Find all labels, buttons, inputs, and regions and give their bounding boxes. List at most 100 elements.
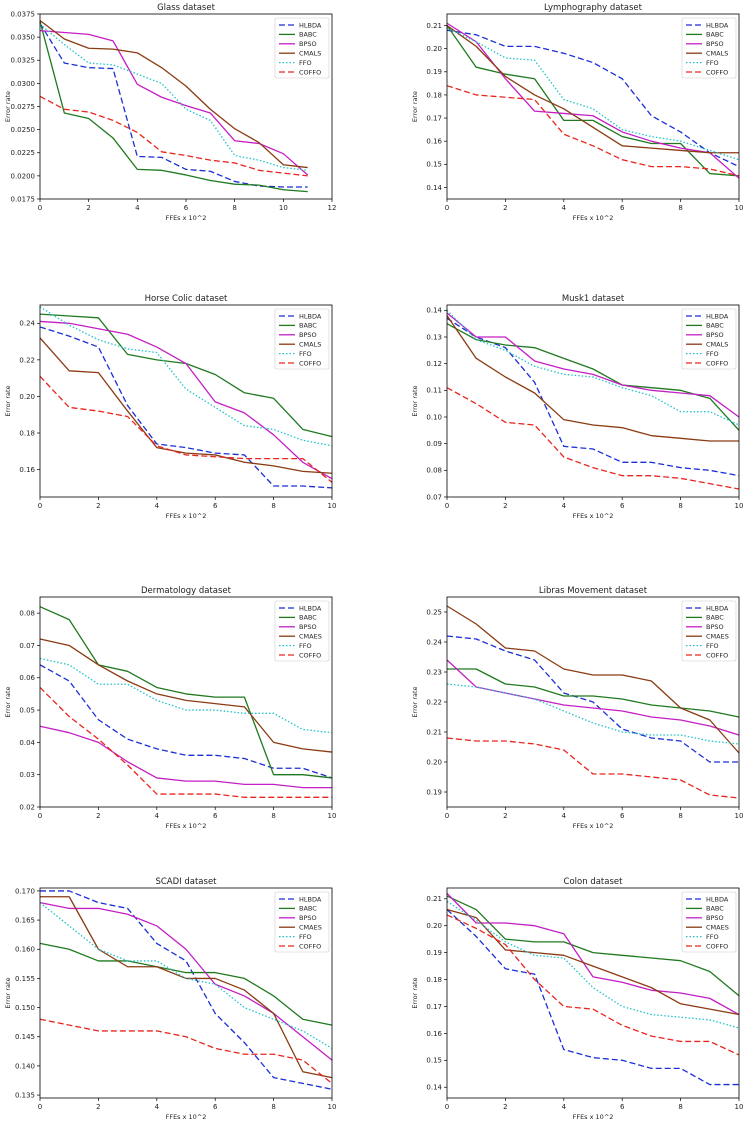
y-tick-label: 0.16 (426, 138, 442, 146)
legend-box (274, 600, 330, 662)
chart-title: Libras Movement dataset (539, 586, 648, 596)
x-tick-label: 8 (232, 204, 236, 212)
y-tick-label: 0.14 (426, 184, 442, 192)
x-tick-label: 6 (184, 204, 189, 212)
legend-label-babc: BABC (299, 905, 317, 913)
y-axis-label: Error rate (411, 686, 419, 717)
legend-label-cmals: CMALS (299, 50, 321, 58)
y-tick-label: 0.04 (19, 739, 35, 747)
chart-panel-dermatology: Dermatology dataset 0 2 4 6 8 10 0.02 0.03 0.04 0.… (4, 586, 336, 830)
series-line-hlbda (446, 909, 739, 1086)
legend-label-babc: BABC (706, 614, 724, 622)
y-tick-label: 0.17 (426, 114, 442, 122)
x-tick-label: 6 (213, 812, 218, 820)
legend-label-bpso: BPSO (706, 331, 724, 339)
x-axis-label: FFEs x 10^2 (573, 822, 614, 830)
legend-box (274, 891, 330, 953)
legend-label-hlbda: HLBDA (706, 21, 729, 29)
x-tick-label: 2 (503, 1103, 507, 1111)
x-tick-label: 4 (135, 204, 140, 212)
y-tick-label: 0.05 (19, 706, 35, 714)
y-tick-label: 0.14 (426, 1084, 442, 1092)
y-axis-label: Error rate (411, 91, 419, 122)
series-line-coffo (446, 737, 740, 799)
x-tick-label: 0 (445, 812, 449, 820)
y-axis-label: Error rate (4, 686, 12, 717)
legend-label-coffo: COFFO (706, 68, 728, 76)
x-tick-label: 8 (271, 502, 275, 510)
plot-frame (446, 13, 740, 200)
x-tick-label: 8 (678, 502, 682, 510)
x-tick-label: 2 (96, 1103, 100, 1111)
y-tick-label: 0.0350 (11, 34, 36, 42)
series-line-babc (446, 895, 740, 997)
y-axis-label: Error rate (4, 977, 12, 1008)
x-tick-label: 8 (678, 1103, 682, 1111)
x-tick-label: 10 (735, 1103, 744, 1111)
y-tick-label: 0.10 (426, 413, 442, 421)
legend-label-babc: BABC (706, 322, 724, 330)
y-tick-label: 0.0300 (11, 80, 36, 88)
series-line-coffo (39, 95, 308, 177)
series-line-ffo (446, 27, 740, 161)
y-tick-label: 0.12 (426, 360, 442, 368)
y-tick-label: 0.24 (426, 638, 442, 646)
x-axis-label: FFEs x 10^2 (166, 1113, 207, 1121)
y-axis-label: Error rate (411, 385, 419, 416)
legend-label-cmaes: CMAES (299, 924, 322, 932)
series-line-hlbda (39, 664, 333, 779)
legend-label-bpso: BPSO (299, 623, 317, 631)
y-tick-label: 0.16 (426, 1030, 442, 1038)
series-line-hlbda (446, 635, 739, 763)
y-tick-label: 0.21 (426, 22, 442, 30)
x-tick-label: 8 (678, 204, 682, 212)
y-tick-label: 0.18 (426, 91, 442, 99)
legend-label-hlbda: HLBDA (299, 21, 322, 29)
y-tick-label: 0.02 (19, 803, 35, 811)
x-tick-label: 0 (445, 502, 449, 510)
series-line-hlbda (446, 317, 740, 477)
y-tick-label: 0.11 (426, 387, 442, 395)
y-tick-label: 0.19 (426, 68, 442, 76)
x-axis-label: FFEs x 10^2 (573, 214, 614, 222)
series-line-coffo (39, 375, 333, 483)
x-tick-label: 0 (38, 502, 42, 510)
series-line-babc (39, 942, 333, 1026)
series-line-cmals (446, 25, 739, 154)
x-tick-label: 0 (445, 204, 449, 212)
series-line-babc (39, 21, 308, 193)
chart-panel-colon: Colon dataset 0 2 4 6 8 10 0.14 0.15 0.16 0.17 0.18… (411, 877, 743, 1121)
x-axis-label: FFEs x 10^2 (573, 512, 614, 520)
x-tick-label: 4 (562, 1103, 567, 1111)
x-tick-label: 0 (38, 204, 42, 212)
x-tick-label: 8 (271, 812, 275, 820)
chart-panel-lymphography: Lymphography dataset 0 2 4 6 8 10 0.14 0.15 0.16 0… (411, 3, 743, 222)
x-tick-label: 10 (735, 812, 744, 820)
x-tick-label: 10 (279, 204, 288, 212)
y-tick-label: 0.0275 (11, 103, 36, 111)
legend-label-ffo: FFO (706, 350, 719, 358)
y-tick-label: 0.22 (19, 356, 35, 364)
y-axis-label: Error rate (4, 91, 12, 122)
legend-label-coffo: COFFO (706, 942, 728, 950)
series-line-bpso (39, 725, 332, 789)
series-line-coffo (446, 387, 740, 490)
legend-label-hlbda: HLBDA (299, 604, 322, 612)
y-tick-label: 0.22 (426, 698, 442, 706)
plot-frame (446, 304, 740, 498)
legend-label-bpso: BPSO (299, 331, 317, 339)
y-tick-label: 0.20 (426, 758, 442, 766)
x-tick-label: 12 (328, 204, 337, 212)
y-tick-label: 0.21 (426, 895, 442, 903)
y-tick-label: 0.08 (426, 467, 442, 475)
y-tick-label: 0.08 (19, 610, 35, 618)
legend-label-ffo: FFO (299, 59, 312, 67)
x-tick-label: 10 (328, 812, 337, 820)
series-line-cmals (39, 19, 308, 169)
x-tick-label: 4 (562, 502, 567, 510)
y-tick-label: 0.0325 (11, 57, 36, 65)
